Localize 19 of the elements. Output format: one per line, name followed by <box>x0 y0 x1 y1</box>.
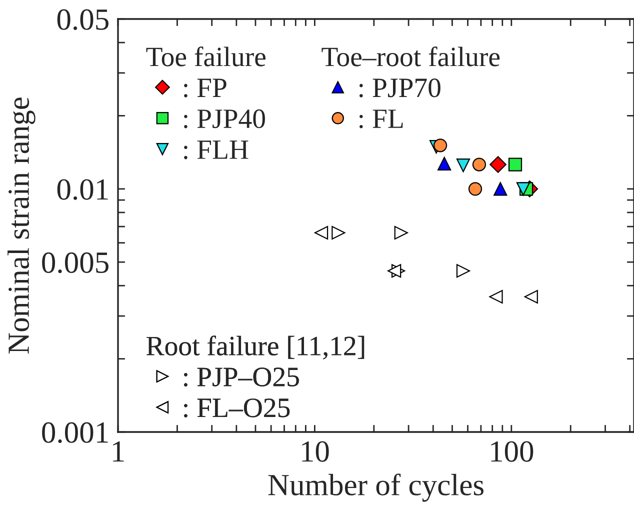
legend-label: : FLH <box>184 140 248 160</box>
annotation: Root failure [11,12] <box>146 336 364 360</box>
x-tick-label: 100 <box>491 441 534 462</box>
legend-label: : FL–O25 <box>184 398 290 418</box>
x-tick-label: 1 <box>113 441 124 462</box>
legend-label: : PJP–O25 <box>184 368 299 386</box>
x-axis-title: Number of cycles <box>268 474 484 502</box>
annotation: Toe failure <box>146 46 266 66</box>
y-axis-title: Nominal strain range <box>8 98 36 354</box>
y-tick-label: 0.005 <box>42 252 108 274</box>
legend-label: : PJP40 <box>184 109 265 128</box>
y-tick-label: 0.001 <box>42 422 108 444</box>
annotation: Toe–root failure <box>322 46 500 66</box>
legend-label: : PJP70 <box>360 78 440 98</box>
x-tick-label: 10 <box>302 441 329 462</box>
y-tick-label: 0.05 <box>57 9 108 30</box>
legend-label: : FL <box>360 110 403 128</box>
y-tick-label: 0.01 <box>57 179 108 200</box>
legend-label: : FP <box>184 78 226 98</box>
